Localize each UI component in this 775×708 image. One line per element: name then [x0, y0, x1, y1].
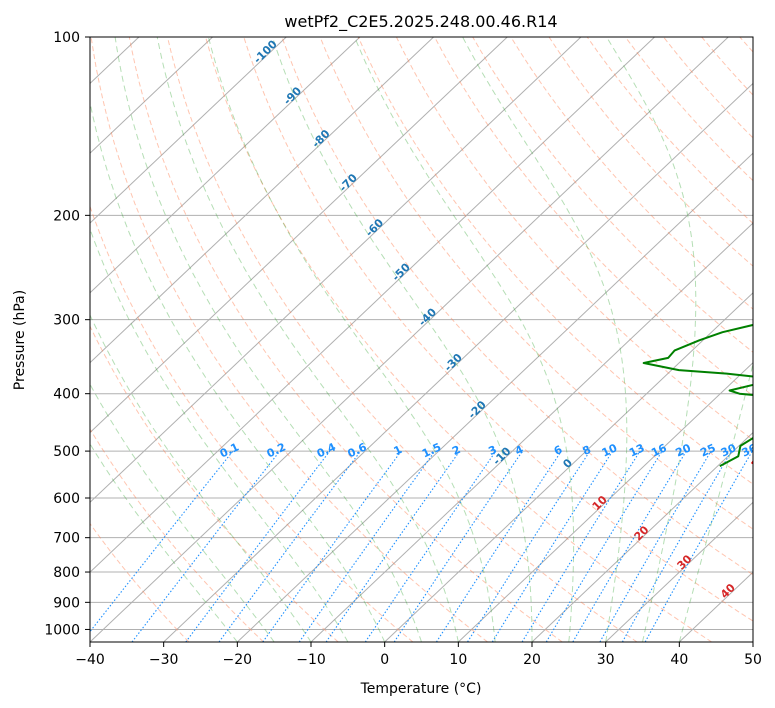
- isotherm-line: [90, 37, 213, 154]
- dry-adiabat: [472, 37, 753, 353]
- dry-adiabats: [90, 37, 753, 642]
- mixing-ratio-line: [467, 450, 591, 642]
- dry-adiabat: [205, 37, 712, 642]
- x-tick-label: −20: [223, 652, 253, 668]
- moist-adiabat: [207, 37, 496, 642]
- x-tick-label: −40: [75, 652, 105, 668]
- isotherm-line: [236, 152, 753, 642]
- x-axis-label: Temperature (°C): [360, 681, 482, 697]
- isotherm-line: [90, 37, 729, 642]
- y-axis: 100 200 300 400 500 600 700 800 900 1000: [44, 30, 90, 638]
- x-tick-label: 40: [670, 652, 688, 668]
- mixing-ratio-label: 36: [740, 441, 760, 459]
- y-tick-label: 100: [53, 30, 80, 46]
- dry-adiabat: [624, 37, 753, 182]
- y-tick-label: 900: [53, 595, 80, 611]
- x-axis: −40 −30 −20 −10 0 10 20 30 40 50: [75, 642, 762, 668]
- isotherm-line: [310, 222, 753, 642]
- mixing-ratio-label: 16: [649, 441, 669, 459]
- mixing-ratio-line: [185, 450, 331, 642]
- mixing-ratio-lines: [90, 450, 753, 642]
- mixing-ratio-label: 30: [719, 441, 739, 459]
- y-axis-label: Pressure (hPa): [12, 290, 28, 390]
- y-tick-label: 700: [53, 531, 80, 547]
- dry-adiabat: [357, 37, 753, 485]
- y-tick-label: 500: [53, 444, 80, 460]
- isotherm-grid: [90, 37, 753, 642]
- isotherm-line: [90, 37, 287, 224]
- mixing-ratio-line: [131, 450, 281, 642]
- dry-adiabat: [510, 37, 753, 310]
- moist-adiabat: [272, 37, 533, 642]
- y-tick-label: 200: [53, 208, 80, 224]
- moist-adiabat: [90, 99, 386, 642]
- y-tick-label: 600: [53, 491, 80, 507]
- mixing-ratio-label: 10: [600, 441, 620, 459]
- mixing-ratio-line: [364, 450, 497, 642]
- dry-adiabat: [434, 37, 753, 397]
- isotherm-line: [90, 37, 508, 434]
- mixing-ratio-line: [262, 450, 402, 642]
- x-tick-label: 0: [380, 652, 389, 668]
- chart-title: wetPf2_C2E5.2025.248.00.46.R14: [284, 12, 557, 32]
- isotherm-line: [531, 431, 753, 642]
- mixing-ratio-label: 20: [674, 441, 694, 459]
- isotherm-line: [163, 82, 753, 642]
- dry-adiabat: [281, 37, 753, 576]
- moist-adiabat: [90, 383, 275, 642]
- dry-adiabat: [90, 428, 264, 642]
- isotherm-line: [90, 37, 434, 364]
- x-tick-label: −30: [149, 652, 179, 668]
- mixing-ratio-line: [621, 450, 732, 642]
- x-tick-label: −10: [296, 652, 326, 668]
- dry-adiabat: [243, 37, 753, 622]
- mixing-ratio-line: [218, 450, 362, 642]
- x-tick-label: 20: [523, 652, 541, 668]
- y-tick-label: 800: [53, 565, 80, 581]
- mixing-ratio-line: [435, 450, 562, 642]
- mixing-ratio-line: [325, 450, 461, 642]
- dry-adiabat: [319, 37, 753, 530]
- y-tick-label: 1000: [44, 622, 80, 638]
- isotherm-line: [90, 37, 361, 294]
- dry-adiabat: [90, 205, 414, 642]
- x-tick-label: 30: [597, 652, 615, 668]
- moist-adiabat: [156, 37, 459, 642]
- moist-adiabat: [114, 37, 422, 642]
- mixing-ratio-line: [599, 450, 712, 642]
- moist-adiabat: [462, 37, 628, 642]
- x-tick-label: 10: [449, 652, 467, 668]
- isotherm-line: [90, 37, 655, 573]
- mixing-ratio-line: [521, 450, 641, 642]
- mixing-ratio-line: [491, 450, 614, 642]
- moist-adiabats: [90, 37, 753, 642]
- y-tick-label: 300: [53, 313, 80, 329]
- moist-adiabat: [90, 227, 349, 642]
- mixing-ratio-line: [298, 450, 436, 642]
- isotherm-line: [90, 37, 582, 504]
- mixing-ratio-label: 13: [627, 441, 646, 459]
- moist-adiabat: [90, 313, 312, 642]
- dry-adiabat: [395, 37, 753, 441]
- dry-adiabat: [586, 37, 753, 224]
- mixing-ratio-label: 25: [698, 441, 717, 459]
- mixing-ratio-line: [545, 450, 663, 642]
- moist-adiabat: [678, 361, 753, 642]
- mixing-ratio-line: [644, 450, 753, 642]
- moist-adiabat: [90, 442, 238, 642]
- dry-adiabat: [90, 522, 190, 642]
- dry-adiabat: [128, 37, 563, 642]
- x-tick-label: 50: [744, 652, 762, 668]
- isotherm-line: [457, 362, 753, 642]
- moist-adiabat: [354, 37, 575, 642]
- moist-adiabat: [606, 37, 697, 642]
- plot-frame: [89, 36, 754, 643]
- y-tick-label: 400: [53, 387, 80, 403]
- isotherm-line: [605, 501, 753, 642]
